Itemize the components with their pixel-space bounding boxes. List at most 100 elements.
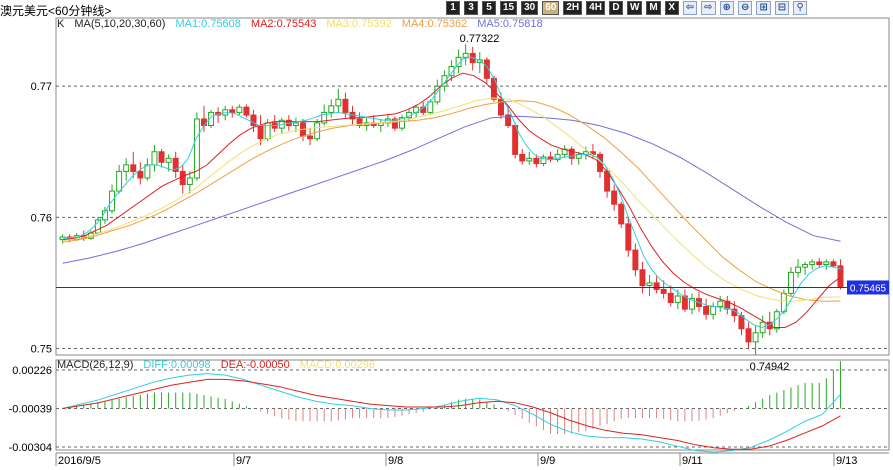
candle-body-13: [151, 151, 158, 166]
low-annotation: 0.74942: [750, 361, 790, 373]
legend-ma2: MA2:0.75543: [250, 18, 317, 30]
period-button-4[interactable]: 30: [521, 1, 539, 15]
period-button-5[interactable]: 60: [542, 1, 560, 15]
candle-body-66: [526, 157, 533, 162]
period-button-1[interactable]: 3: [464, 1, 478, 15]
candle-body-54: [441, 75, 448, 87]
period-button-11[interactable]: X: [664, 1, 679, 15]
candle-body-55: [448, 66, 455, 77]
period-button-6[interactable]: 2H: [563, 1, 583, 15]
candle-body-72: [568, 148, 575, 159]
candle-body-21: [208, 111, 215, 127]
legend-ma-params: MA(5,10,20,30,60): [74, 18, 166, 30]
candle-body-89: [688, 298, 695, 310]
candle-body-97: [745, 328, 752, 343]
candle-body-91: [703, 305, 710, 315]
candle-body-80: [625, 223, 632, 251]
period-button-16[interactable]: ⊞: [756, 1, 771, 15]
candle-body-27: [250, 114, 257, 127]
candle-body-36: [314, 122, 321, 140]
period-button-14[interactable]: ⊕: [719, 1, 734, 15]
ma3-line: [62, 97, 841, 302]
chart-title: 澳元美元<60分钟线>: [0, 4, 112, 18]
candle-body-92: [710, 305, 717, 315]
macd-legend: MACD(26,12,9) DIFF:0.00098 DEA:-0.00050 …: [57, 359, 375, 371]
period-button-2[interactable]: 5: [482, 1, 496, 15]
current-price-tag: [847, 280, 889, 295]
candle-body-109: [830, 261, 837, 267]
legend-indicator: K: [57, 18, 65, 30]
period-button-18[interactable]: ⚲: [793, 1, 808, 15]
candle-body-79: [618, 203, 625, 225]
candle-body-5: [94, 219, 101, 234]
x-tick-label-4: 9/11: [682, 455, 703, 467]
candle-body-15: [165, 157, 172, 163]
x-tick-label-3: 9/9: [540, 455, 555, 467]
macd-y-tick-label-0: 0.00226: [12, 365, 52, 377]
candle-body-98: [752, 332, 759, 343]
period-button-13[interactable]: ⇨: [701, 1, 716, 15]
legend-ma1: MA1:0.75608: [175, 18, 241, 30]
candle-body-39: [335, 98, 342, 107]
ma5-line: [62, 115, 841, 264]
candle-body-11: [137, 170, 144, 179]
candle-body-106: [809, 261, 816, 266]
y-tick-label-0: 0.77: [31, 81, 52, 93]
candle-body-25: [236, 106, 243, 113]
candle-body-78: [611, 190, 618, 205]
candle-body-85: [660, 288, 667, 294]
candle-body-35: [307, 135, 314, 140]
candle-body-10: [130, 164, 137, 172]
macd-diff: DIFF:0.00098: [143, 359, 211, 371]
candle-body-103: [787, 271, 794, 294]
macd-value: MACD:0.00296: [299, 359, 376, 371]
candle-body-94: [724, 300, 731, 310]
period-button-15[interactable]: ⊖: [737, 1, 753, 15]
macd-y-tick-label-1: -0.00039: [9, 404, 52, 416]
period-button-8[interactable]: D: [608, 1, 623, 15]
ma-legend: K MA(5,10,20,30,60) MA1:0.75608 MA2:0.75…: [57, 18, 543, 30]
candle-body-88: [681, 295, 688, 310]
candle-body-12: [144, 164, 151, 179]
candle-body-62: [498, 98, 504, 116]
candle-body-86: [667, 292, 674, 304]
legend-ma5: MA5:0.75818: [477, 18, 543, 30]
legend-ma3: MA3:0.75392: [326, 18, 392, 30]
period-button-10[interactable]: M: [646, 1, 661, 15]
candle-body-93: [717, 300, 724, 307]
macd-dea-line: [62, 378, 841, 450]
candle-body-87: [674, 295, 681, 304]
candle-body-53: [434, 85, 441, 103]
candle-body-18: [186, 177, 193, 186]
ma2-line: [62, 72, 841, 328]
candle-body-108: [823, 261, 830, 266]
period-button-7[interactable]: 4H: [586, 1, 605, 15]
period-button-9[interactable]: W: [626, 1, 643, 15]
candle-body-81: [632, 249, 639, 271]
period-button-3[interactable]: 15: [500, 1, 518, 15]
candle-body-19: [193, 118, 200, 179]
candle-body-40: [342, 98, 349, 113]
period-button-17[interactable]: ⊟: [774, 1, 790, 15]
ma1-line: [62, 56, 841, 329]
candle-body-83: [646, 282, 653, 287]
candle-body-60: [483, 59, 490, 79]
candle-body-63: [505, 114, 512, 127]
candle-body-84: [653, 282, 660, 290]
candle-body-110: [837, 265, 844, 288]
period-button-0[interactable]: 1: [446, 1, 460, 15]
candle-body-37: [321, 111, 328, 124]
macd-dea: DEA:-0.00050: [220, 359, 290, 371]
candle-body-67: [533, 157, 540, 165]
candle-body-33: [292, 122, 299, 127]
candle-body-48: [399, 117, 405, 129]
candle-body-105: [802, 264, 809, 268]
candle-body-42: [356, 118, 363, 127]
macd-panel-frame: [55, 359, 890, 451]
candle-body-57: [462, 52, 469, 58]
candle-body-82: [639, 269, 646, 287]
period-button-12[interactable]: ⇦: [682, 1, 698, 15]
candle-body-101: [773, 311, 780, 330]
ma4-line: [62, 100, 841, 302]
